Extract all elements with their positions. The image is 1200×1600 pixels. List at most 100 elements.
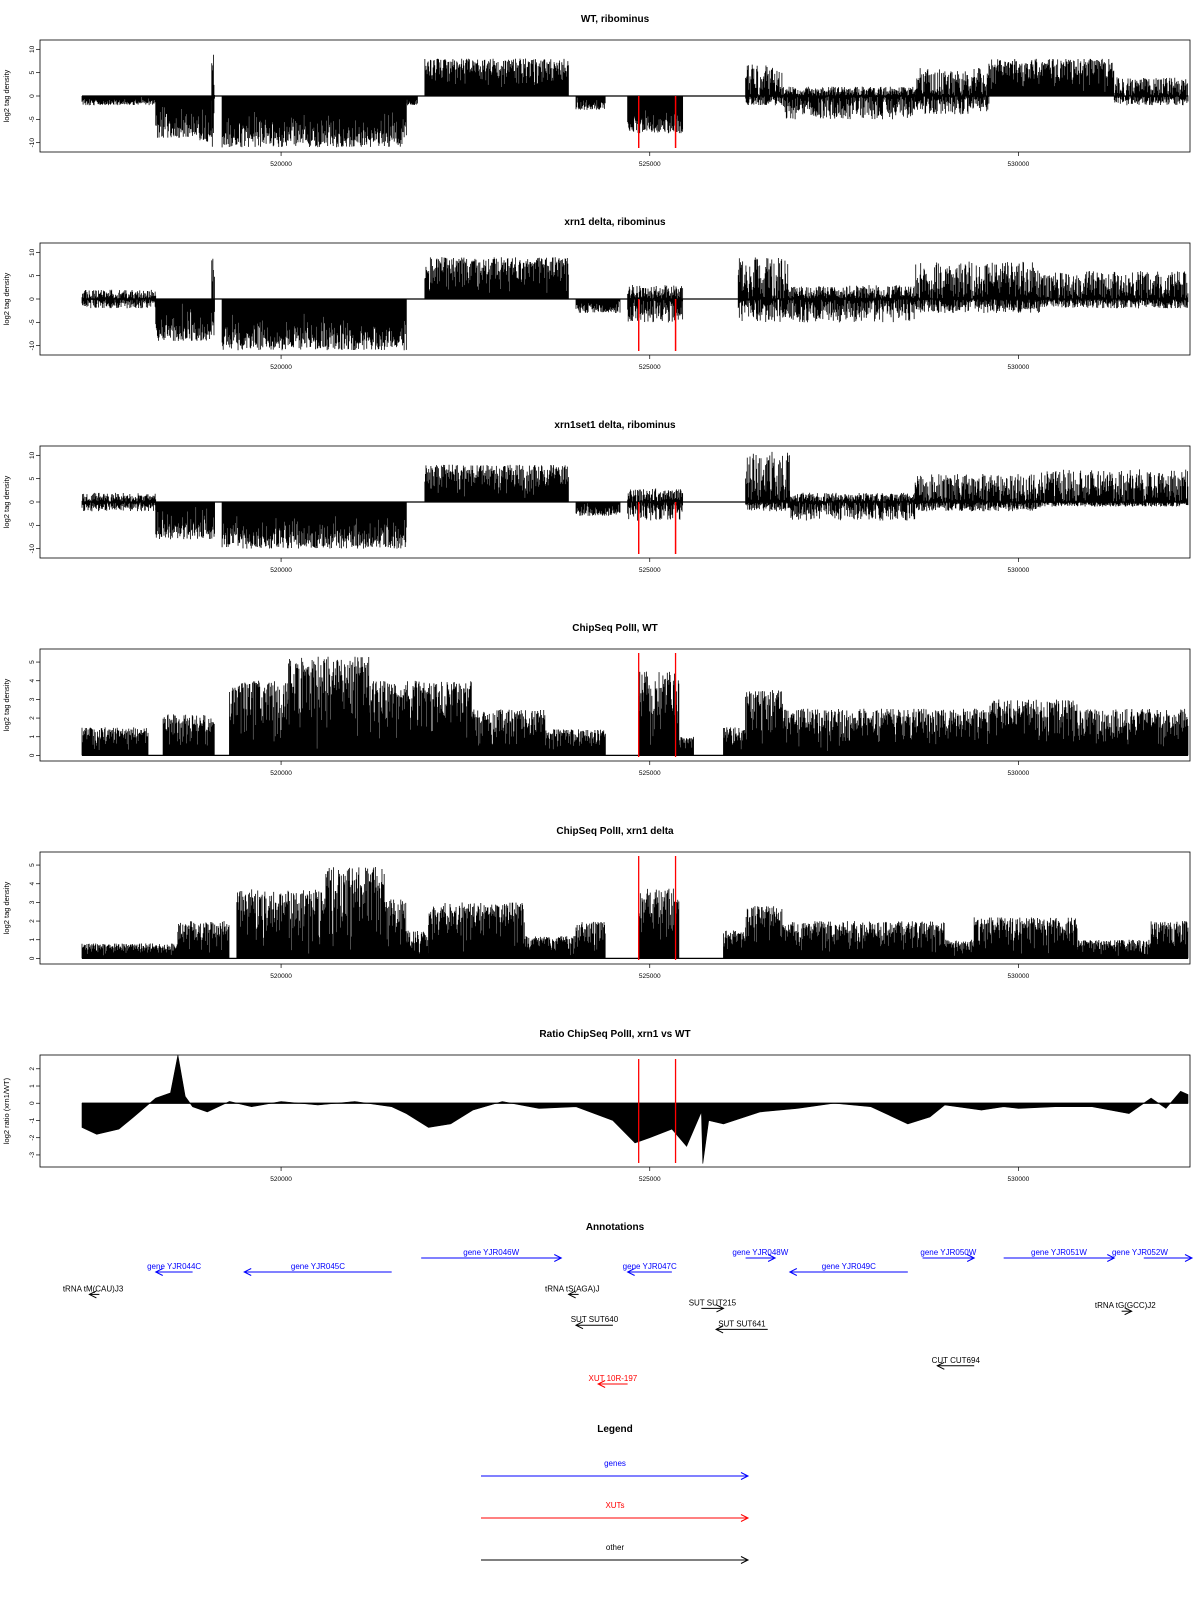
x-tick-label: 520000 bbox=[270, 973, 292, 980]
annotation-feature: gene YJR045C bbox=[243, 1262, 392, 1276]
legend-item-other: other bbox=[481, 1543, 750, 1564]
annotation-label: tRNA tM(CAU)J3 bbox=[63, 1284, 124, 1293]
data-bar-segment-14 bbox=[944, 939, 975, 959]
data-bar-segment-8 bbox=[737, 257, 790, 323]
data-bar-segment-13 bbox=[782, 921, 945, 959]
chart-title: ChipSeq PolII, WT bbox=[572, 623, 658, 634]
y-tick-label: 0 bbox=[29, 1101, 36, 1105]
annotation-arrow-arrowhead-icon bbox=[966, 1254, 976, 1262]
annotation-arrow-arrowhead-icon bbox=[936, 1361, 945, 1370]
legend-arrow-arrowhead-icon bbox=[740, 1514, 750, 1522]
annotation-arrow-arrowhead-icon bbox=[714, 1325, 724, 1334]
y-tick-label: 2 bbox=[29, 919, 36, 923]
data-bar-segment-8 bbox=[575, 96, 606, 110]
data-bar-segment-2 bbox=[155, 299, 212, 341]
x-tick-label: 520000 bbox=[270, 1176, 292, 1183]
annotation-label: gene YJR052W bbox=[1112, 1248, 1168, 1257]
data-bar-segment-4 bbox=[221, 299, 407, 351]
chart-panel-1: WT, ribominus log2 tag density -10 -5 0 5 10 52… bbox=[2, 14, 1191, 168]
annotation-arrow-arrowhead-icon bbox=[243, 1268, 252, 1276]
chart-title: Ratio ChipSeq PolII, xrn1 vs WT bbox=[539, 1029, 690, 1040]
data-bar-segment-5 bbox=[424, 257, 569, 299]
x-tick-label: 525000 bbox=[639, 161, 661, 168]
chart-panel-6: Ratio ChipSeq PolII, xrn1 vs WT log2 rati… bbox=[2, 1029, 1191, 1183]
y-axis-label: log2 tag density bbox=[2, 475, 11, 528]
data-bar-segment-3 bbox=[229, 680, 289, 756]
data-bar-segment-10 bbox=[745, 64, 783, 106]
x-tick-label: 530000 bbox=[1008, 364, 1030, 371]
y-axis-label: log2 tag density bbox=[2, 69, 11, 122]
data-bar-segment-3 bbox=[236, 889, 326, 959]
chart-panel-2: xrn1 delta, ribominus log2 tag density -10… bbox=[2, 217, 1191, 371]
data-bar-segment-11 bbox=[723, 930, 746, 959]
y-tick-label: -5 bbox=[29, 319, 36, 325]
data-bar-segment-7 bbox=[546, 729, 606, 756]
data-bar-segment-10 bbox=[638, 888, 680, 959]
chart-panel-5: ChipSeq PolII, xrn1 delta log2 tag densit… bbox=[2, 826, 1191, 980]
x-tick-label: 525000 bbox=[639, 1176, 661, 1183]
data-bar-segment-7 bbox=[627, 285, 684, 323]
data-bar-segment-1 bbox=[81, 727, 149, 756]
annotation-label: gene YJR050W bbox=[920, 1248, 976, 1257]
data-bar-segment-10 bbox=[723, 727, 746, 756]
annotation-arrow-arrowhead-icon bbox=[597, 1380, 606, 1388]
data-bar-segment-3 bbox=[211, 258, 215, 336]
annotation-label: gene YJR048W bbox=[732, 1248, 788, 1257]
y-tick-label: 2 bbox=[29, 1067, 36, 1071]
y-tick-label: 10 bbox=[29, 248, 36, 256]
annotation-label: tRNA tS(AGA)J bbox=[545, 1284, 600, 1293]
data-bar-segment-6 bbox=[406, 930, 429, 959]
data-bar-segment-5 bbox=[221, 96, 407, 148]
data-bar-segment-8 bbox=[789, 492, 916, 521]
annotation-arrow-arrowhead-icon bbox=[567, 1290, 576, 1299]
data-bar-segment-10 bbox=[914, 261, 1041, 313]
data-bar-segment-4 bbox=[211, 54, 215, 147]
chart-panel-3: xrn1set1 delta, ribominus log2 tag densit… bbox=[2, 420, 1191, 574]
legend-item-label: other bbox=[606, 1543, 625, 1552]
x-tick-label: 525000 bbox=[639, 567, 661, 574]
annotation-feature: tRNA tG(GCC)J2 bbox=[1095, 1301, 1156, 1316]
annotation-label: SUT SUT641 bbox=[718, 1319, 766, 1328]
chart-title: WT, ribominus bbox=[581, 14, 650, 25]
y-tick-label: 5 bbox=[29, 273, 36, 277]
y-axis-label: log2 ratio (xrn1/WT) bbox=[2, 1077, 11, 1144]
y-tick-label: -5 bbox=[29, 116, 36, 122]
annotation-label: CUT CUT694 bbox=[932, 1356, 981, 1365]
annotation-arrow-arrowhead-icon bbox=[788, 1268, 798, 1276]
data-bar-segment-12 bbox=[745, 906, 783, 959]
y-tick-label: -3 bbox=[29, 1152, 36, 1158]
annotation-feature: gene YJR047C bbox=[623, 1262, 677, 1276]
annotation-arrow-arrowhead-icon bbox=[767, 1254, 777, 1262]
annotation-feature: gene YJR052W bbox=[1112, 1248, 1194, 1262]
legend-item-xut: XUTs bbox=[481, 1501, 750, 1522]
data-bar-segment-3 bbox=[221, 502, 407, 549]
data-bar-segment-14 bbox=[1113, 77, 1189, 106]
data-bar-segment-2 bbox=[155, 96, 201, 138]
annotation-arrow-arrowhead-icon bbox=[1107, 1254, 1116, 1262]
y-tick-label: -5 bbox=[29, 522, 36, 528]
x-tick-label: 520000 bbox=[270, 161, 292, 168]
legend-title: Legend bbox=[597, 1424, 633, 1435]
annotation-arrow-arrowhead-icon bbox=[88, 1290, 97, 1299]
legend-arrow-arrowhead-icon bbox=[740, 1556, 750, 1564]
annotation-feature: tRNA tM(CAU)J3 bbox=[63, 1284, 124, 1299]
y-tick-label: 0 bbox=[29, 297, 36, 301]
chart-title: xrn1 delta, ribominus bbox=[564, 217, 666, 228]
y-tick-label: 4 bbox=[29, 882, 36, 886]
y-tick-label: -10 bbox=[29, 341, 36, 351]
y-tick-label: 3 bbox=[29, 900, 36, 904]
annotation-arrow-arrowhead-icon bbox=[1124, 1307, 1133, 1316]
data-bar-segment-11 bbox=[745, 690, 783, 756]
annotation-feature: gene YJR051W bbox=[1003, 1248, 1116, 1262]
data-bar-segment-11 bbox=[1040, 271, 1189, 309]
legend-item-gene: genes bbox=[481, 1459, 750, 1480]
y-tick-label: 5 bbox=[29, 476, 36, 480]
x-tick-label: 530000 bbox=[1008, 770, 1030, 777]
legend-item-label: XUTs bbox=[605, 1501, 624, 1510]
plot-frame bbox=[39, 648, 1191, 762]
annotation-label: gene YJR046W bbox=[463, 1248, 519, 1257]
x-tick-label: 525000 bbox=[639, 973, 661, 980]
data-bar-segment-13 bbox=[988, 699, 1078, 756]
annotation-arrow-arrowhead-icon bbox=[554, 1254, 563, 1262]
